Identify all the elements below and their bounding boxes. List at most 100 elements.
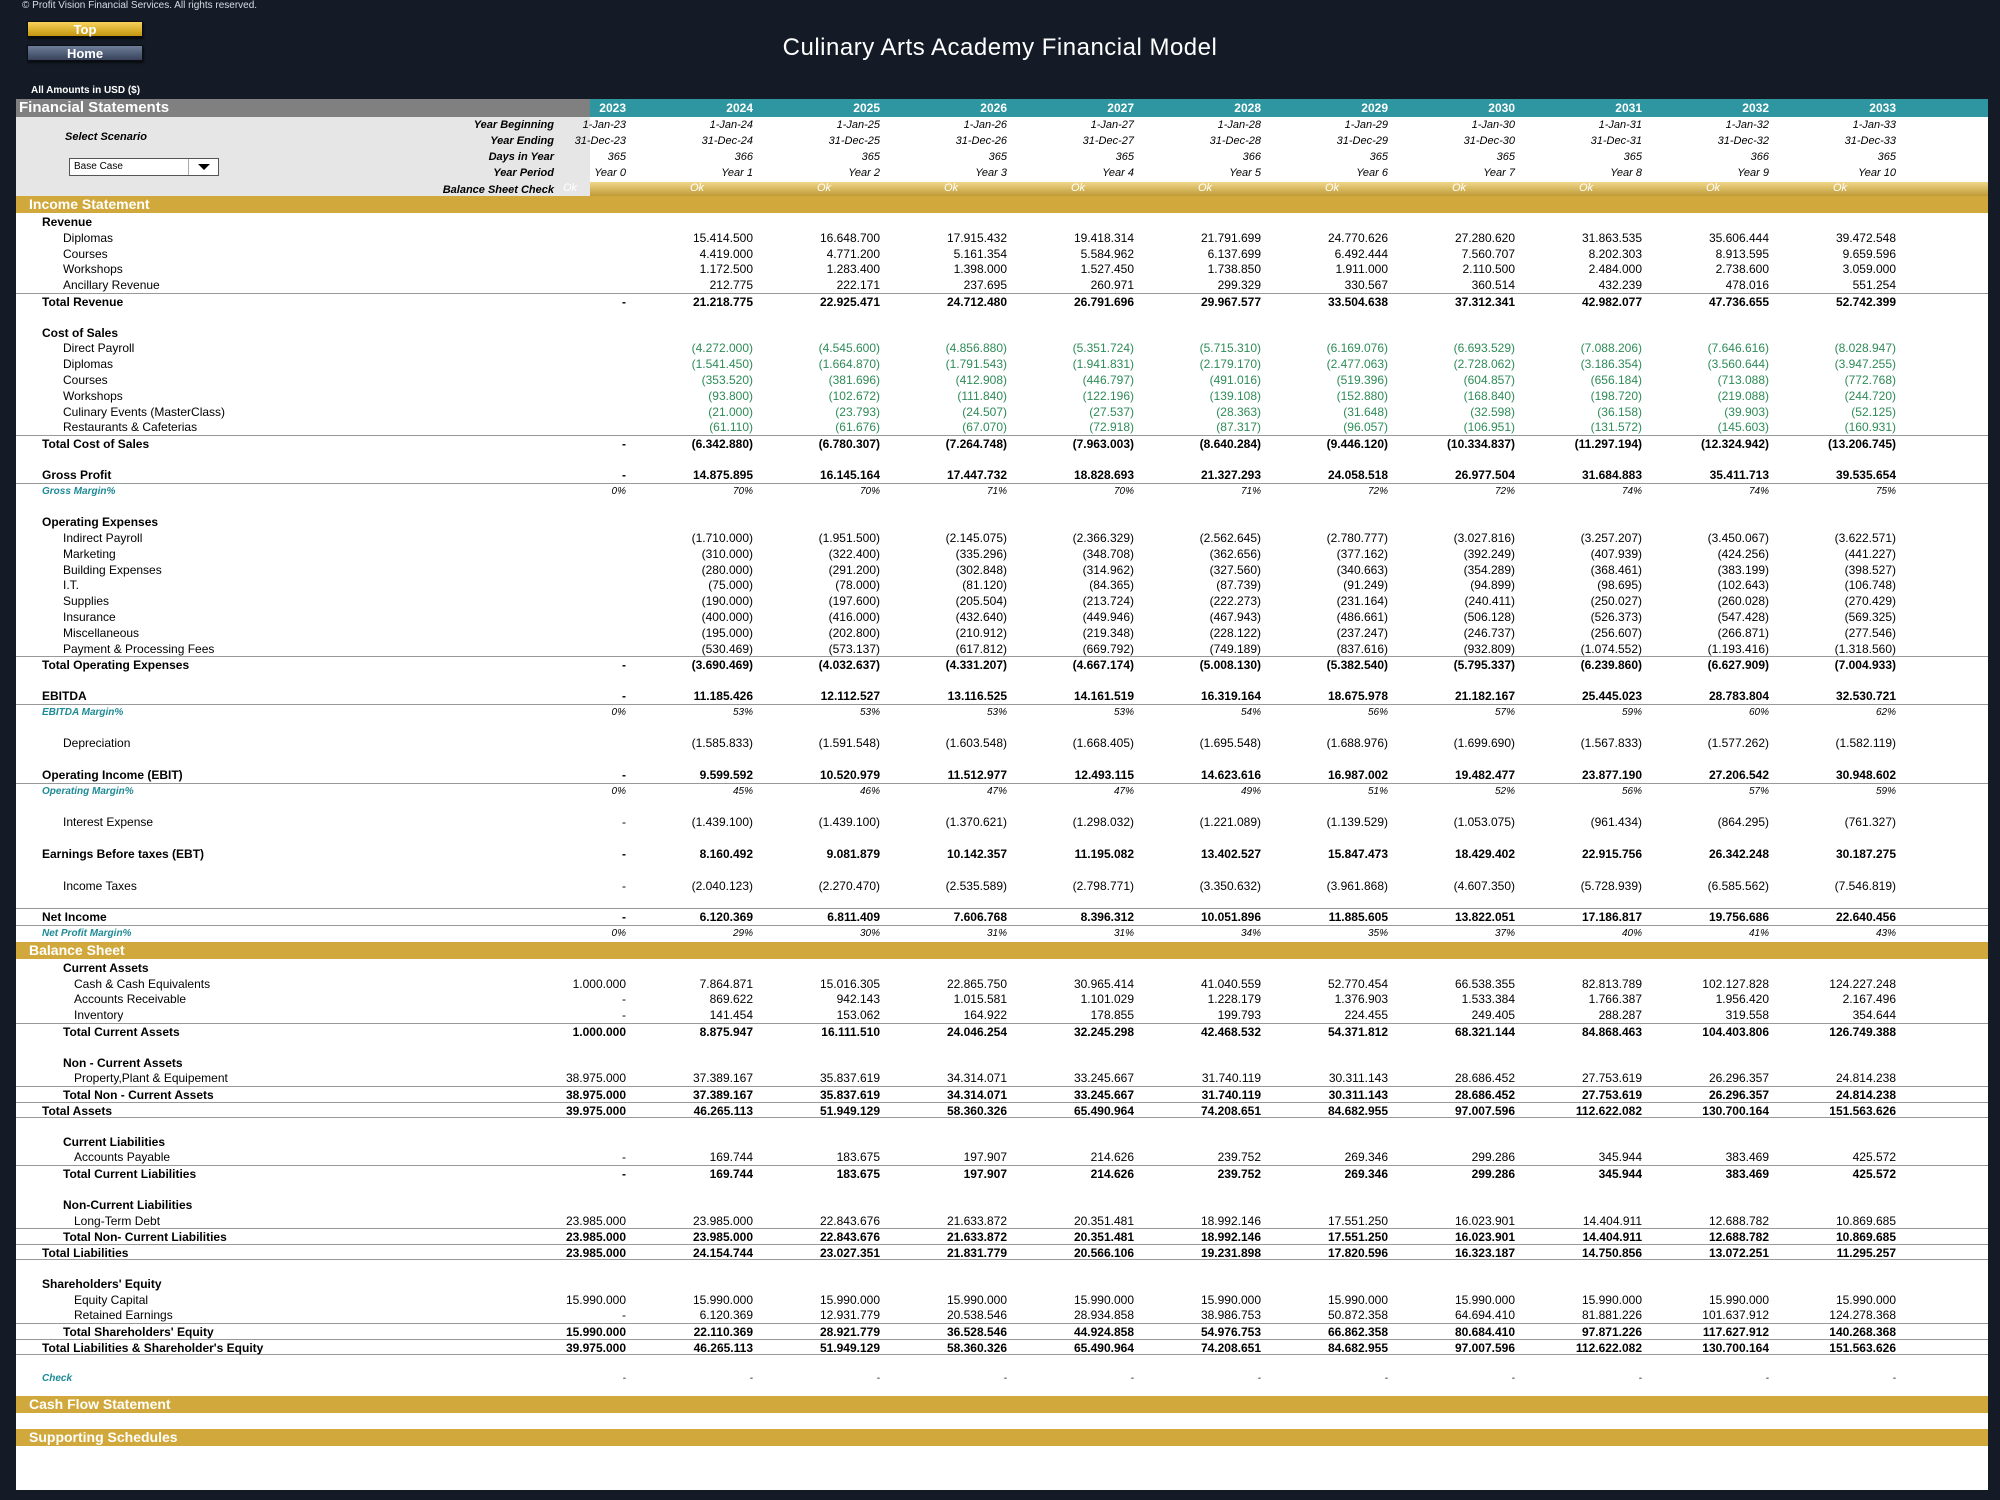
cell-value: - [622, 689, 626, 703]
cell-value: - [749, 1372, 753, 1384]
cell-value: 4.771.200 [826, 246, 880, 261]
cell-value: (486.661) [1336, 610, 1388, 624]
cell-value: (2.270.470) [818, 878, 880, 893]
row-label: Retained Earnings [74, 1308, 173, 1323]
home-button[interactable]: Home [27, 45, 143, 61]
spacer-row [16, 672, 1988, 688]
cell-value: (669.792) [1082, 641, 1134, 656]
cell-value: 199.793 [1217, 1008, 1261, 1023]
cell-value: (219.088) [1717, 388, 1769, 403]
cell-value: 21.182.167 [1454, 689, 1515, 703]
cell-value: (713.088) [1717, 373, 1769, 387]
row-label: Total Assets [42, 1104, 113, 1118]
cell-value: (228.122) [1209, 625, 1261, 640]
cell-value: 51.949.129 [819, 1341, 880, 1355]
supporting-schedules-header[interactable]: Supporting Schedules [16, 1429, 1988, 1447]
cell-value: 22.865.750 [946, 976, 1007, 991]
year-header: 2030 [1488, 101, 1515, 115]
cell-value: (377.162) [1336, 546, 1388, 561]
period-value: Year 4 [1102, 167, 1134, 179]
cell-value: 299.286 [1471, 1150, 1515, 1165]
cell-value: (1.688.976) [1326, 736, 1388, 751]
cell-value: 15.990.000 [1454, 1292, 1515, 1307]
cell-value: 39.472.548 [1835, 230, 1896, 245]
cell-value: 299.286 [1471, 1167, 1515, 1182]
cell-value: 319.558 [1725, 1008, 1769, 1023]
year-header: 2028 [1234, 101, 1261, 115]
cash-flow-statement-header[interactable]: Cash Flow Statement [16, 1396, 1988, 1414]
period-value: Year 0 [594, 167, 626, 179]
chevron-down-icon[interactable] [188, 159, 218, 175]
cell-value: 16.145.164 [819, 467, 880, 482]
select-scenario-label: Select Scenario [65, 131, 147, 143]
row-label: Long-Term Debt [74, 1213, 161, 1228]
cell-value: 0% [611, 485, 626, 497]
balance-check-ok: Ok [1705, 182, 1721, 194]
cell-value: (2.477.063) [1326, 357, 1388, 372]
cell-value: 24.046.254 [946, 1025, 1007, 1039]
row-label: Total Non- Current Liabilities [63, 1230, 227, 1245]
cell-value: 14.404.911 [1582, 1230, 1642, 1245]
cell-value: 15.847.473 [1327, 847, 1388, 861]
statement-row: Non - Current Assets [16, 1055, 1988, 1071]
cell-value: 330.567 [1344, 278, 1388, 293]
cell-value: 11.512.977 [947, 768, 1007, 782]
cell-value: (3.450.067) [1707, 531, 1769, 545]
financial-sheet: 2023 2024 2025 2026 2027 2028 2029 2030 2031 2032… [16, 99, 1988, 1490]
cell-value: 22.110.369 [693, 1325, 753, 1340]
balance-check-ok: Ok [1451, 182, 1467, 194]
statement-row: Gross Profit - 14.875.895 16.145.164 17.447.… [16, 467, 1988, 483]
cell-value: 11.295.257 [1836, 1246, 1896, 1261]
cell-value: 30.948.602 [1835, 768, 1896, 782]
year-header: 2029 [1361, 101, 1388, 115]
cell-value: 71% [986, 485, 1007, 497]
cell-value: 23.985.000 [692, 1213, 753, 1228]
row-label: Depreciation [63, 736, 131, 751]
cell-value: 13.072.251 [1708, 1246, 1769, 1261]
cell-value: 169.744 [709, 1167, 753, 1182]
cell-value: 26.977.504 [1454, 467, 1515, 482]
statement-row: Courses (353.520) (381.696) (412.908) (446.7… [16, 372, 1988, 388]
balance-sheet-header[interactable]: Balance Sheet [16, 941, 1988, 959]
cell-value: (3.947.255) [1834, 357, 1896, 372]
top-button[interactable]: Top [27, 21, 143, 37]
cell-value: (3.257.207) [1580, 531, 1642, 545]
cell-value: 35.411.713 [1709, 467, 1769, 482]
income-statement-header[interactable]: Income Statement [16, 196, 1988, 213]
cell-value: 1.398.000 [953, 262, 1007, 277]
cell-value: (5.715.310) [1199, 341, 1261, 356]
cell-value: 1.101.029 [1080, 992, 1134, 1007]
cell-value: (131.572) [1590, 420, 1642, 435]
cell-value: (280.000) [701, 562, 753, 577]
cell-value: 15.016.305 [819, 976, 880, 991]
cell-value: (353.520) [701, 373, 753, 387]
statement-row: Diplomas 15.414.500 16.648.700 17.915.432 19… [16, 230, 1988, 246]
cell-value: (4.032.637) [818, 658, 880, 673]
statement-row: Retained Earnings - 6.120.369 12.931.779 20.… [16, 1307, 1988, 1323]
row-label: Total Non - Current Assets [63, 1088, 214, 1103]
cell-value: 20.351.481 [1073, 1213, 1134, 1228]
cell-value: 15.990.000 [819, 1292, 880, 1307]
cell-value: (7.088.206) [1580, 341, 1642, 356]
cell-value: 70% [859, 485, 880, 497]
cell-value: (617.812) [955, 641, 1007, 656]
scenario-dropdown[interactable]: Base Case [69, 158, 219, 176]
cell-value: (6.585.562) [1707, 878, 1769, 893]
cell-value: 102.127.828 [1702, 976, 1769, 991]
period-value: 31-Dec-24 [701, 135, 753, 147]
scenario-value: Base Case [74, 161, 123, 172]
cell-value: (202.800) [828, 625, 880, 640]
cell-value: 31.740.119 [1201, 1088, 1261, 1103]
cell-value: 75% [1875, 485, 1896, 497]
cell-value: (2.562.645) [1199, 531, 1261, 545]
cell-value: 42.468.532 [1200, 1025, 1261, 1039]
row-label: Cash & Cash Equivalents [74, 976, 211, 991]
cell-value: 212.775 [709, 278, 753, 293]
cell-value: 942.143 [836, 992, 880, 1007]
cell-value: (139.108) [1209, 388, 1261, 403]
statement-row: Equity Capital 15.990.000 15.990.000 15.990… [16, 1292, 1988, 1308]
period-value: Year 9 [1737, 167, 1769, 179]
statement-row: Income Taxes - (2.040.123) (2.270.470) (2.53… [16, 878, 1988, 894]
cell-value: 2.484.000 [1588, 262, 1642, 277]
cell-value: 31.740.119 [1201, 1071, 1261, 1086]
